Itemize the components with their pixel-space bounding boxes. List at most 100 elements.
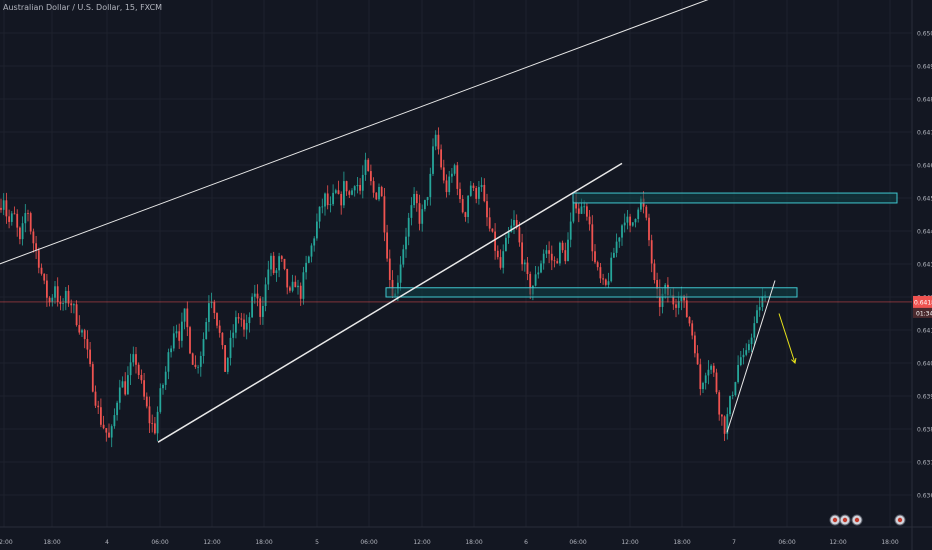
candle	[235, 310, 237, 339]
time-tick-label: 12:00	[413, 539, 430, 546]
candle	[429, 167, 432, 206]
candle-body	[424, 200, 426, 210]
candle-body	[324, 193, 326, 207]
support-zone[interactable]	[385, 287, 798, 298]
candle-body	[170, 348, 172, 353]
candle-body	[591, 224, 594, 252]
candle-body	[289, 287, 291, 291]
candle	[710, 364, 712, 374]
candle	[129, 353, 132, 385]
candle	[588, 209, 591, 231]
candle-body	[634, 218, 637, 223]
ascending-trendline[interactable]	[157, 162, 623, 443]
economic-event-icon[interactable]	[829, 514, 841, 526]
candle-body	[278, 256, 280, 271]
candle-body	[629, 216, 631, 226]
price-axis[interactable]: 0.63600 0.63700 0.63800 0.63900 0.64000 0.641…	[913, 31, 932, 500]
candle	[164, 366, 167, 390]
price-tick-label: 0.64500	[917, 196, 932, 203]
candle-body	[515, 220, 518, 228]
candle	[459, 182, 461, 203]
candle	[278, 252, 280, 278]
candle-body	[218, 325, 221, 333]
candle-body	[405, 236, 407, 250]
candle-body	[680, 295, 683, 302]
candle-body	[583, 206, 586, 208]
upper-channel-line[interactable]	[0, 0, 760, 266]
candle	[712, 362, 715, 377]
rising-wedge-line[interactable]	[726, 280, 776, 433]
candle-body	[383, 196, 386, 233]
bearish-arrow[interactable]	[778, 313, 796, 364]
event-icons[interactable]	[829, 514, 906, 526]
bearish-arrow-head	[791, 357, 797, 364]
candle	[691, 320, 694, 340]
candle	[248, 312, 251, 333]
candle-body	[426, 197, 429, 201]
candle	[89, 342, 91, 367]
candle	[108, 423, 110, 438]
candle-body	[186, 308, 189, 328]
candle-body	[613, 252, 615, 258]
candle-body	[118, 387, 121, 403]
economic-event-icon[interactable]	[839, 514, 851, 526]
candle-body	[756, 310, 758, 324]
candle	[367, 158, 370, 172]
candle-body	[677, 301, 680, 308]
candle-body	[483, 184, 486, 202]
price-tick-label: 0.63800	[917, 427, 932, 434]
candle	[54, 281, 56, 304]
candle-body	[415, 193, 418, 204]
candlestick-series	[0, 127, 766, 448]
candle-body	[19, 227, 21, 240]
candle	[48, 296, 51, 307]
candle	[702, 381, 704, 394]
candle-body	[648, 217, 650, 241]
candle	[245, 314, 248, 340]
candle	[370, 164, 372, 186]
candle-body	[59, 302, 62, 304]
candle-body	[621, 225, 623, 238]
candle	[21, 216, 24, 246]
candle-body	[542, 253, 545, 264]
candle-body	[8, 216, 10, 222]
candle-body	[399, 264, 402, 283]
candle	[51, 294, 54, 307]
candle-body	[380, 186, 383, 197]
candle-body	[418, 203, 421, 224]
time-axis[interactable]: 12:00 18:00 4 06:00 12:00 18:00 5 06:00 12:00 18:…	[0, 539, 899, 546]
candle	[548, 241, 550, 264]
candle-body	[742, 354, 745, 358]
candle-body	[494, 231, 496, 251]
economic-event-icon[interactable]	[851, 514, 863, 526]
resistance-zone[interactable]	[572, 192, 898, 204]
candle-body	[577, 208, 580, 214]
candle-body	[48, 297, 51, 303]
candle-body	[507, 232, 510, 238]
candle-body	[137, 364, 140, 376]
candle	[208, 295, 210, 332]
candle-body	[729, 396, 731, 415]
candle-body	[140, 375, 143, 381]
candle-body	[421, 209, 424, 224]
candle-body	[413, 193, 415, 206]
candle	[140, 369, 143, 384]
candle-body	[208, 303, 210, 323]
candle-body	[561, 242, 564, 251]
candle-body	[70, 303, 73, 306]
economic-event-icon[interactable]	[894, 514, 906, 526]
candle	[739, 350, 742, 367]
candle	[186, 301, 189, 337]
candle	[326, 185, 329, 210]
candle	[178, 323, 181, 349]
candle-body	[691, 323, 694, 336]
candle	[440, 144, 442, 170]
chart-drawings[interactable]	[0, 0, 912, 443]
candle	[337, 180, 340, 195]
candle	[229, 330, 232, 366]
candle	[240, 312, 243, 327]
candle	[615, 233, 618, 258]
candle-body	[513, 220, 515, 226]
candle	[737, 355, 739, 384]
